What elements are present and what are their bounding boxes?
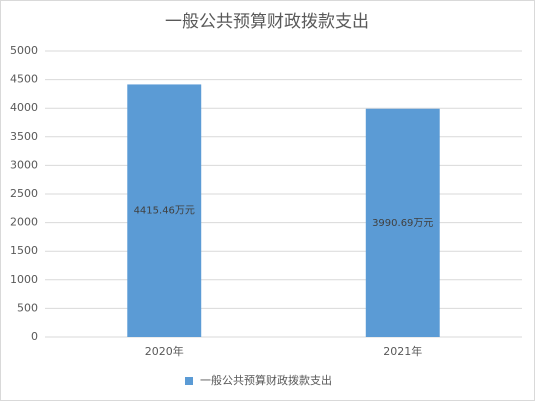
y-tick-label: 4000 <box>10 101 38 114</box>
legend-swatch <box>185 377 193 385</box>
y-tick-label: 500 <box>17 301 38 314</box>
y-tick-label: 1000 <box>10 273 38 286</box>
chart-title: 一般公共预算财政拨款支出 <box>165 12 369 32</box>
y-tick-label: 4500 <box>10 73 38 86</box>
value-label: 3990.69万元 <box>372 218 433 229</box>
bar <box>365 108 440 337</box>
y-tick-label: 3000 <box>10 158 38 171</box>
legend-label: 一般公共预算财政拨款支出 <box>200 373 332 387</box>
y-tick-label: 0 <box>31 330 38 343</box>
x-tick-label: 2020年 <box>145 344 184 358</box>
y-tick-label: 2000 <box>10 216 38 229</box>
y-tick-label: 2500 <box>10 187 38 200</box>
y-tick-label: 5000 <box>10 44 38 57</box>
bar <box>127 84 202 337</box>
y-tick-label: 3500 <box>10 130 38 143</box>
x-tick-label: 2021年 <box>383 344 422 358</box>
value-label: 4415.46万元 <box>134 206 195 217</box>
y-tick-label: 1500 <box>10 244 38 257</box>
